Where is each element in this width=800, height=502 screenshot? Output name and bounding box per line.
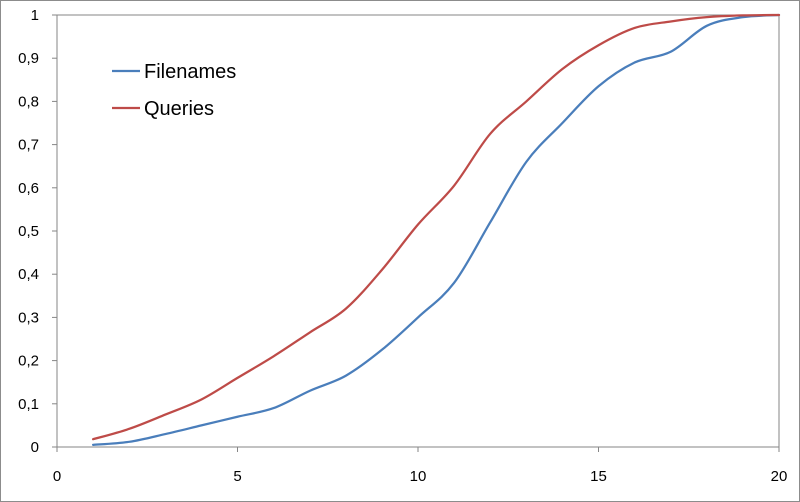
tick-marks — [52, 14, 780, 452]
series-lines — [91, 13, 781, 446]
x-tick-label: 10 — [410, 468, 427, 485]
y-tick-label: 0,9 — [18, 50, 39, 67]
x-tick-label: 15 — [590, 468, 607, 485]
x-tick-label: 20 — [771, 468, 788, 485]
y-tick-label: 1 — [31, 7, 39, 24]
series-line-filenames — [91, 13, 781, 446]
y-tick-label: 0,2 — [18, 353, 39, 370]
legend: Filenames Queries — [112, 61, 236, 120]
y-tick-label: 0,4 — [18, 266, 39, 283]
y-tick-labels: 0 0,1 0,2 0,3 0,4 0,5 0,6 0,7 0,8 0,9 1 — [18, 7, 39, 456]
y-tick-label: 0,8 — [18, 93, 39, 110]
x-tick-label: 0 — [53, 468, 61, 485]
y-tick-label: 0,3 — [18, 309, 39, 326]
y-tick-label: 0 — [31, 439, 39, 456]
y-tick-label: 0,7 — [18, 137, 39, 154]
series-line-queries — [91, 13, 781, 441]
y-tick-label: 0,5 — [18, 223, 39, 240]
legend-label-queries: Queries — [144, 98, 214, 120]
legend-label-filenames: Filenames — [144, 61, 236, 83]
x-tick-labels: 0 5 10 15 20 — [53, 468, 788, 485]
y-tick-label: 0,1 — [18, 396, 39, 413]
y-tick-label: 0,6 — [18, 180, 39, 197]
x-tick-label: 5 — [233, 468, 241, 485]
